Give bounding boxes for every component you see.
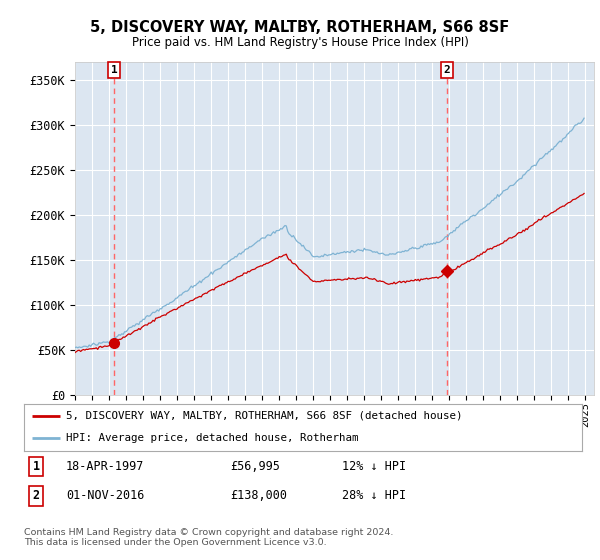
- Text: 01-NOV-2016: 01-NOV-2016: [66, 489, 144, 502]
- Text: HPI: Average price, detached house, Rotherham: HPI: Average price, detached house, Roth…: [66, 433, 358, 444]
- Text: 1: 1: [110, 65, 118, 75]
- Text: 12% ↓ HPI: 12% ↓ HPI: [342, 460, 406, 473]
- Text: 2: 2: [444, 65, 451, 75]
- Text: 5, DISCOVERY WAY, MALTBY, ROTHERHAM, S66 8SF (detached house): 5, DISCOVERY WAY, MALTBY, ROTHERHAM, S66…: [66, 411, 463, 421]
- Text: 18-APR-1997: 18-APR-1997: [66, 460, 144, 473]
- Text: £138,000: £138,000: [230, 489, 287, 502]
- Text: 1: 1: [33, 460, 40, 473]
- Text: 28% ↓ HPI: 28% ↓ HPI: [342, 489, 406, 502]
- Text: 2: 2: [33, 489, 40, 502]
- Text: Price paid vs. HM Land Registry's House Price Index (HPI): Price paid vs. HM Land Registry's House …: [131, 36, 469, 49]
- Text: Contains HM Land Registry data © Crown copyright and database right 2024.
This d: Contains HM Land Registry data © Crown c…: [24, 528, 394, 547]
- Text: 5, DISCOVERY WAY, MALTBY, ROTHERHAM, S66 8SF: 5, DISCOVERY WAY, MALTBY, ROTHERHAM, S66…: [91, 20, 509, 35]
- Text: £56,995: £56,995: [230, 460, 280, 473]
